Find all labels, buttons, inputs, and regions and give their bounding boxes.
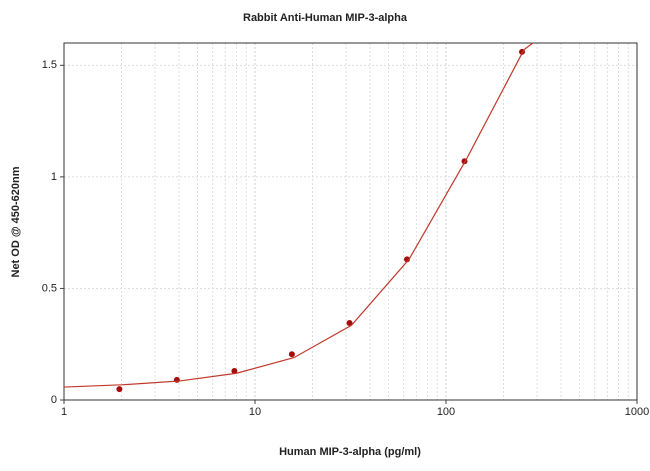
y-tick-label: 1.5 xyxy=(42,59,57,71)
x-tick-label: 1 xyxy=(61,406,67,418)
x-tick-label: 1000 xyxy=(625,406,649,418)
y-tick-label: 0.5 xyxy=(42,282,57,294)
data-point xyxy=(116,386,123,393)
x-tick-label: 100 xyxy=(437,406,455,418)
y-tick-label: 0 xyxy=(51,394,57,406)
data-point xyxy=(173,376,180,383)
data-point xyxy=(346,320,353,327)
fit-curve xyxy=(63,42,534,388)
x-axis-label: Human MIP-3-alpha (pg/ml) xyxy=(279,446,421,458)
data-point xyxy=(231,367,238,374)
plot-frame xyxy=(63,42,638,401)
chart-title: Rabbit Anti-Human MIP-3-alpha xyxy=(243,12,408,24)
data-point xyxy=(404,256,411,263)
data-point xyxy=(288,351,295,358)
y-axis-label: Net OD @ 450-620nm xyxy=(10,166,22,277)
y-tick-label: 1 xyxy=(51,171,57,183)
x-tick-label: 10 xyxy=(249,406,261,418)
